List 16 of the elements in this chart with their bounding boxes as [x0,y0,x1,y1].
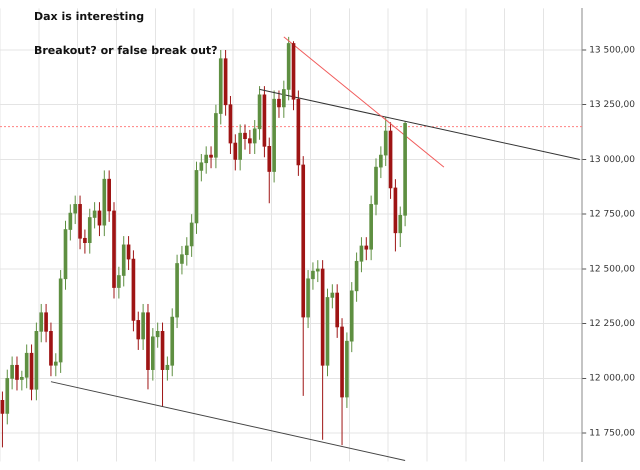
candlestick [209,146,213,169]
y-tick-label: 12 750,00 [589,210,636,220]
y-tick-label: 12 500,00 [589,264,636,274]
y-tick-label: 12 000,00 [589,374,636,384]
candlestick [0,391,4,448]
y-tick-label: 11 750,00 [589,428,636,438]
y-tick-label: 13 250,00 [589,100,636,110]
text: Breakout? or false break out? [34,44,218,57]
y-tick-label: 13 500,00 [589,45,636,56]
chart-title: Dax is interesting [34,10,144,23]
y-tick-label: 12 250,00 [589,319,636,330]
candlestick [98,202,102,237]
candlestick [15,356,19,391]
y-tick-label: 13 000,00 [589,154,636,165]
candlestick [277,90,281,118]
candlestick [364,236,368,261]
